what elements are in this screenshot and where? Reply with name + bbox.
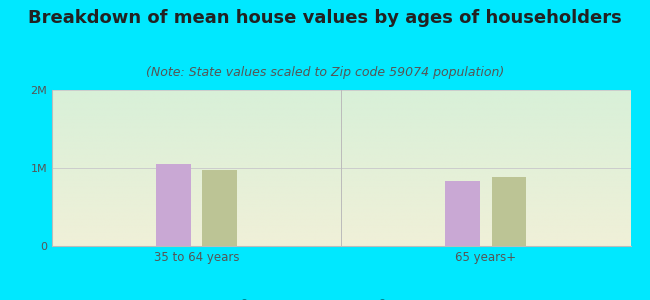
Bar bbox=[491, 177, 526, 246]
Legend: Zip code 59074, Montana: Zip code 59074, Montana bbox=[227, 296, 455, 300]
Text: (Note: State values scaled to Zip code 59074 population): (Note: State values scaled to Zip code 5… bbox=[146, 66, 504, 79]
Text: Breakdown of mean house values by ages of householders: Breakdown of mean house values by ages o… bbox=[28, 9, 622, 27]
Bar bbox=[445, 181, 480, 246]
Bar bbox=[202, 169, 237, 246]
Bar bbox=[156, 164, 191, 246]
